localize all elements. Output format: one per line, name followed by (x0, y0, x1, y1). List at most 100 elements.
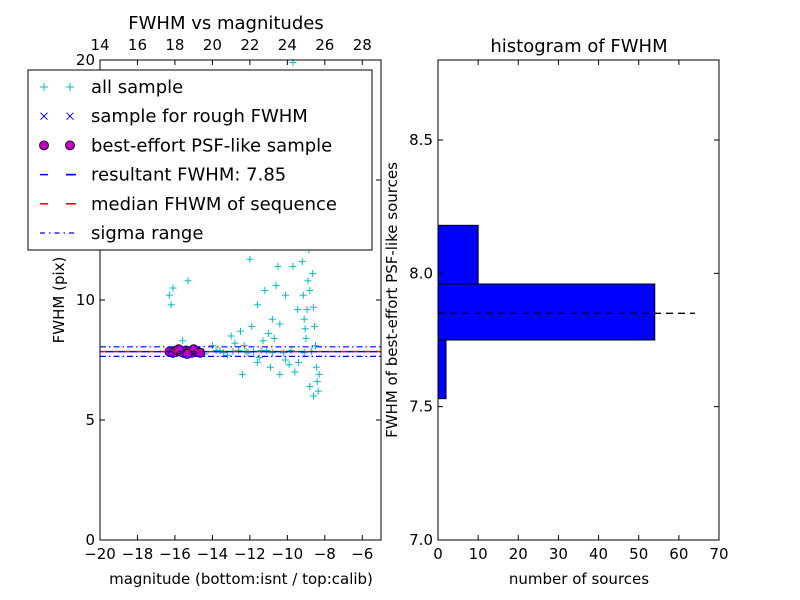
legend-entry: median FHWM of sequence (40, 194, 337, 215)
all-sample-point (259, 337, 267, 345)
legend-entry: sample for rough FWHM (40, 106, 308, 127)
all-sample-point (312, 363, 320, 371)
histogram-xlabel: number of sources (509, 570, 649, 588)
all-sample-point (276, 320, 284, 328)
all-sample-point (248, 322, 256, 330)
all-sample-point (270, 334, 278, 342)
top-x-tick-label: 16 (128, 36, 147, 54)
top-x-tick-label: 14 (90, 36, 109, 54)
top-x-tick-label: 20 (203, 36, 222, 54)
all-sample-point (309, 270, 317, 278)
legend-entry: resultant FWHM: 7.85 (40, 165, 286, 186)
scatter-ylabel: FWHM (pix) (50, 257, 68, 344)
all-sample-point (300, 349, 308, 357)
legend-label: all sample (91, 77, 183, 98)
histogram-axes: histogram of FWHM 0 10 20 30 40 50 60 70 7.0 7.5… (383, 36, 729, 588)
legend-label: best-effort PSF-like sample (91, 135, 332, 156)
all-sample-point (227, 332, 235, 340)
top-x-tick-label: 18 (165, 36, 184, 54)
hist-x-tick-label: 20 (509, 545, 528, 563)
hist-x-tick-label: 10 (469, 545, 488, 563)
all-sample-point (289, 262, 297, 270)
all-sample-point (265, 330, 273, 338)
hist-x-tick-label: 60 (669, 545, 688, 563)
x-tick-label: −8 (314, 545, 336, 563)
x-tick-label: −20 (84, 545, 116, 563)
top-x-tick-label: 26 (315, 36, 334, 54)
y-tick-label: 5 (85, 411, 95, 429)
hist-x-tick-label: 50 (629, 545, 648, 563)
histogram-bar (437, 339, 447, 400)
all-sample-point (178, 337, 186, 345)
legend-label: sigma range (91, 223, 203, 244)
hist-y-tick-label: 7.0 (409, 531, 433, 549)
all-sample-point (167, 301, 175, 309)
all-sample-point (261, 286, 269, 294)
all-sample-point (299, 291, 307, 299)
x-tick-label: −18 (122, 545, 154, 563)
all-sample-point (208, 342, 216, 350)
all-sample-point (314, 387, 322, 395)
hist-y-tick-label: 8.5 (409, 131, 433, 149)
scatter-title: FWHM vs magnitudes (128, 13, 323, 34)
all-sample-point (302, 334, 310, 342)
hist-x-tick-label: 70 (709, 545, 728, 563)
all-sample-point (240, 342, 248, 350)
all-sample-point (281, 291, 289, 299)
all-sample-point (244, 349, 252, 357)
scatter-axes: FWHM vs magnitudes −20 −18 −16 −14 −12 −10 −8−… (50, 13, 382, 588)
legend-label: resultant FWHM: 7.85 (91, 165, 286, 186)
top-x-tick-label: 24 (278, 36, 297, 54)
all-sample-point (306, 286, 314, 294)
x-tick-label: −12 (234, 545, 266, 563)
hist-x-tick-label: 30 (549, 545, 568, 563)
scatter-hlines (100, 346, 381, 357)
all-sample-point (223, 351, 231, 359)
legend-entry: best-effort PSF-like sample (39, 135, 332, 156)
y-tick-label: 0 (85, 531, 95, 549)
top-x-tick-label: 22 (240, 36, 259, 54)
x-tick-label: −14 (197, 545, 229, 563)
all-sample-point (263, 346, 271, 354)
all-sample-point (253, 301, 261, 309)
all-sample-point (310, 322, 318, 330)
all-sample-point (303, 306, 311, 314)
histogram-ylabel: FWHM of best-effort PSF-like sources (383, 162, 401, 438)
histogram-bar (437, 224, 479, 285)
scatter-top-ticks: 14 16 18 20 22 24 26 28 (90, 36, 371, 54)
all-sample-point (268, 315, 276, 323)
all-sample-point (274, 262, 282, 270)
all-sample-point (304, 277, 312, 285)
histogram-frame (437, 59, 720, 541)
all-sample-point (281, 356, 289, 364)
all-sample-point (255, 354, 263, 362)
all-sample-point (306, 382, 314, 390)
legend-label: sample for rough FWHM (91, 106, 308, 127)
histogram-bars (437, 224, 656, 400)
all-sample-point (300, 315, 308, 323)
all-sample-point (298, 258, 306, 266)
all-sample-point (246, 255, 254, 263)
hist-x-tick-label: 40 (589, 545, 608, 563)
all-sample-point (301, 325, 309, 333)
legend-entries: all sample sample for rough FWHM best-effo… (39, 77, 337, 244)
x-tick-label: −10 (272, 545, 304, 563)
all-sample-point (287, 346, 295, 354)
all-sample-point (220, 349, 228, 357)
histogram-x-ticks: 0 10 20 30 40 50 60 70 (433, 60, 729, 563)
all-sample-point (235, 346, 243, 354)
y-tick-label: 10 (76, 291, 95, 309)
all-sample-point (294, 306, 302, 314)
all-sample-point (276, 370, 284, 378)
all-sample-point (169, 284, 177, 292)
all-sample-point (268, 349, 276, 357)
hist-x-tick-label: 0 (433, 545, 443, 563)
all-sample-point (231, 339, 239, 347)
legend-box (27, 69, 373, 251)
all-sample-point (216, 346, 224, 354)
legend-entry: sigma range (40, 223, 203, 244)
hist-y-tick-label: 7.5 (409, 398, 433, 416)
all-sample-point (311, 342, 319, 350)
all-sample-point (315, 370, 323, 378)
scatter-xlabel: magnitude (bottom:isnt / top:calib) (109, 570, 373, 588)
